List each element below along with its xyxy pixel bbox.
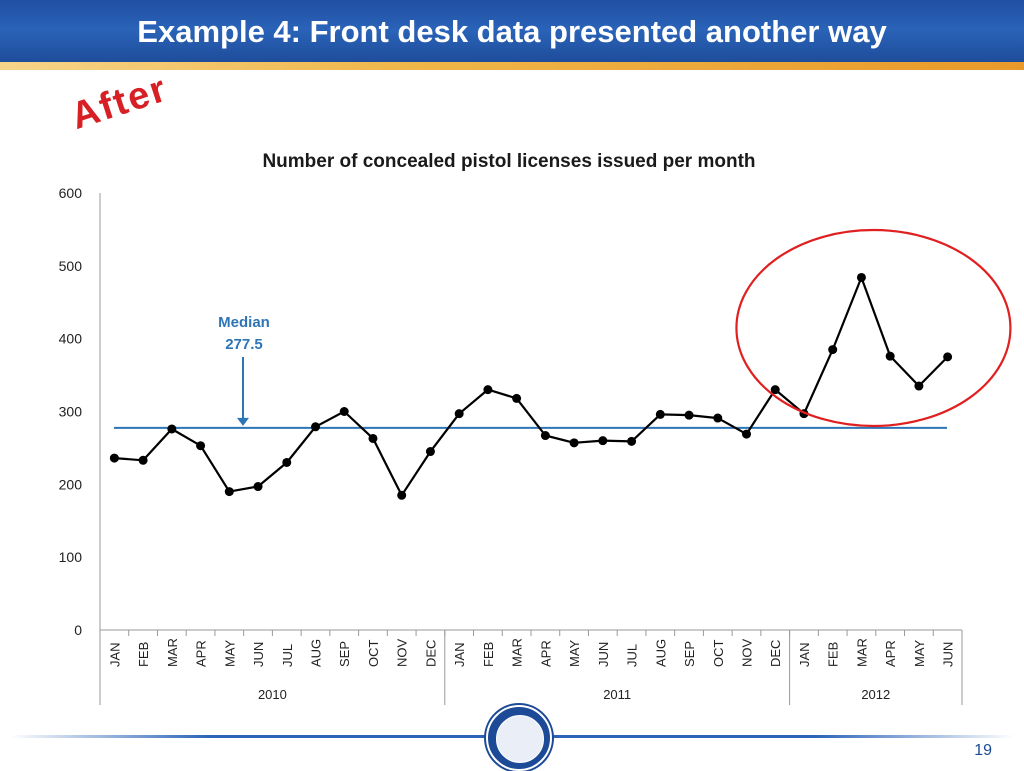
data-point [311,422,320,432]
data-point [943,352,953,362]
seal-emblem [496,715,544,763]
data-point [512,393,522,403]
x-tick-label: MAR [854,638,869,667]
data-point [684,410,694,420]
data-point [598,436,608,446]
x-tick-label: SEP [337,641,352,667]
data-point [569,438,579,448]
y-tick-label: 400 [59,331,83,347]
y-tick-label: 500 [59,258,83,274]
data-point [253,482,263,492]
median-label: Median [218,314,270,331]
data-point [196,441,206,451]
x-tick-label: DEC [423,640,438,667]
y-tick-label: 200 [59,476,83,492]
y-tick-label: 0 [74,622,82,638]
x-tick-label: JUL [625,644,640,667]
x-tick-label: JAN [107,642,122,667]
data-point [454,409,464,419]
data-point [138,455,148,465]
x-tick-label: APR [883,640,898,667]
x-tick-label: JUN [941,642,956,667]
year-label: 2010 [258,687,287,702]
data-point [885,351,895,361]
data-point [540,431,550,441]
year-label: 2011 [603,687,631,702]
x-tick-label: AUG [653,639,668,667]
highlight-circle [735,228,1012,428]
x-tick-label: OCT [366,640,381,668]
data-point [224,487,234,497]
x-tick-label: AUG [309,639,324,667]
x-tick-label: NOV [740,639,755,668]
chart-title: Number of concealed pistol licenses issu… [262,151,755,172]
data-point [339,407,349,416]
data-point [770,385,780,395]
slide-title: Example 4: Front desk data presented ano… [137,14,887,49]
x-tick-label: JUN [251,642,266,667]
median-value-label: 277.5 [225,336,263,353]
x-tick-label: JAN [452,642,467,667]
median-arrow-head [237,417,249,426]
x-tick-label: FEB [136,642,151,667]
x-tick-label: JUL [280,644,295,667]
data-point [713,413,723,423]
header-accent-bar [0,62,1024,70]
data-point [742,429,751,439]
data-point [655,409,665,419]
y-tick-label: 100 [59,549,83,565]
state-auditor-seal-icon [486,705,552,771]
data-point [167,424,177,434]
x-tick-label: OCT [711,640,726,668]
y-tick-label: 300 [59,404,83,420]
data-point [109,453,119,463]
x-tick-label: MAR [165,638,180,667]
data-point [397,490,407,500]
series-line [114,276,949,497]
data-point [368,433,378,443]
x-tick-label: JAN [797,642,812,667]
data-point [914,381,924,391]
data-point [627,436,637,446]
slide-header [0,0,1024,66]
x-tick-label: APR [194,640,209,667]
y-tick-label: 600 [59,185,83,201]
data-point [828,345,838,355]
year-label: 2012 [861,687,890,702]
x-tick-label: NOV [395,639,410,668]
data-point [282,457,292,467]
x-tick-label: MAY [222,639,237,667]
x-tick-label: MAY [912,639,927,667]
page-number: 19 [974,742,992,759]
data-point [483,385,493,395]
x-tick-label: MAY [567,639,582,667]
data-point [425,447,435,457]
x-tick-label: MAR [510,638,525,667]
x-tick-label: SEP [682,641,697,667]
data-point [856,272,866,282]
x-tick-label: APR [538,640,553,667]
x-tick-label: FEB [826,642,841,667]
x-tick-label: FEB [481,642,496,667]
x-tick-label: DEC [768,640,783,667]
x-tick-label: JUN [596,642,611,667]
